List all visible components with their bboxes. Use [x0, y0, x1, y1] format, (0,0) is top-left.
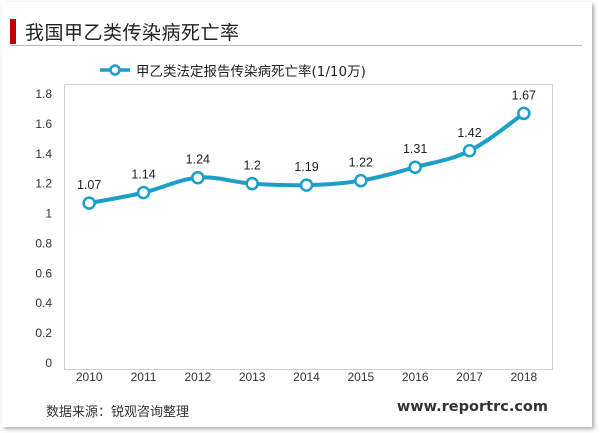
x-tick-label: 2010 [76, 370, 103, 384]
data-point [354, 173, 368, 188]
y-tick-label: 0 [45, 356, 52, 370]
x-tick-label: 2011 [131, 370, 157, 384]
website-link[interactable]: www.reportrc.com [396, 399, 548, 415]
line-chart: 0 0.2 0.4 0.6 0.8 1 1.2 1.4 1.6 1.8 2010 2011 2012 20… [35, 87, 537, 384]
legend-label: 甲乙类法定报告传染病死亡率(1/10万) [136, 64, 366, 80]
data-point [191, 170, 205, 185]
data-point [299, 178, 314, 192]
data-point [462, 144, 477, 158]
legend-line-marker [100, 64, 130, 76]
data-source-note: 数据来源：锐观咨询整理 [46, 405, 190, 420]
y-tick-label: 1.4 [35, 147, 52, 161]
y-tick-label: 1.2 [35, 177, 52, 191]
y-tick-label: 0.2 [35, 326, 52, 340]
x-tick-label: 2013 [239, 370, 266, 384]
chart-legend: 甲乙类法定报告传染病死亡率(1/10万) [100, 60, 366, 80]
data-label: 1.14 [131, 168, 155, 182]
data-label: 1.31 [403, 142, 427, 156]
x-tick-label: 2016 [402, 370, 429, 384]
y-tick-label: 1 [45, 207, 52, 221]
x-tick-label: 2018 [510, 370, 537, 384]
title-accent-bar [10, 19, 16, 44]
y-tick-label: 1.8 [35, 87, 52, 101]
data-label: 1.42 [457, 126, 481, 140]
plot-area [64, 84, 553, 370]
data-label: 1.67 [512, 88, 536, 102]
data-label: 1.22 [349, 156, 373, 170]
data-label: 1.19 [294, 160, 318, 174]
title-bar: 我国甲乙类传染病死亡率 [10, 15, 582, 46]
y-tick-label: 0.4 [35, 296, 52, 310]
y-tick-label: 1.6 [35, 117, 52, 131]
page-title: 我国甲乙类传染病死亡率 [25, 22, 240, 44]
data-point [82, 196, 96, 210]
data-label: 1.2 [243, 159, 260, 173]
chart-frame: 我国甲乙类传染病死亡率 甲乙类法定报告传染病死亡率(1/10万) 0 0.2 0.4… [2, 2, 592, 427]
y-tick-label: 0.6 [35, 266, 52, 280]
x-tick-label: 2015 [347, 370, 374, 384]
x-tick-label: 2017 [456, 370, 483, 384]
data-label: 1.24 [186, 153, 210, 167]
data-point [517, 106, 531, 121]
x-tick-label: 2014 [293, 370, 320, 384]
x-tick-label: 2012 [184, 370, 211, 384]
data-label: 1.07 [77, 178, 101, 192]
data-point [245, 176, 259, 191]
y-tick-label: 0.8 [35, 236, 52, 250]
data-point [136, 185, 151, 200]
data-point [408, 160, 422, 174]
